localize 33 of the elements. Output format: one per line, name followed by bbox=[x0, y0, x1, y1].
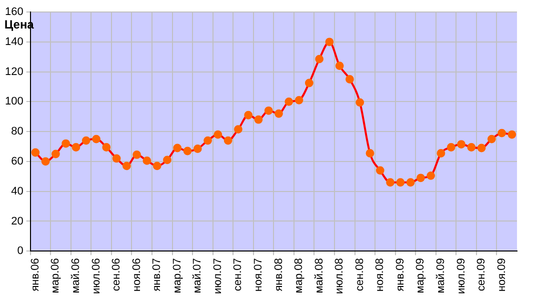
x-tick-label: ноя.06 bbox=[130, 258, 143, 292]
y-tick-label: 20 bbox=[11, 215, 24, 228]
x-tick-label: мар.07 bbox=[171, 258, 184, 294]
x-tick-label: сен.09 bbox=[476, 258, 488, 292]
x-tick-label: янв.07 bbox=[151, 258, 164, 292]
x-tick-label: янв.08 bbox=[272, 258, 285, 292]
y-tick-label: 100 bbox=[4, 96, 24, 108]
y-tick-label: 120 bbox=[4, 66, 24, 78]
x-tick-label: мар.09 bbox=[414, 258, 427, 294]
y-tick-label: 40 bbox=[11, 185, 24, 198]
x-tick-label: ноя.08 bbox=[374, 258, 386, 292]
x-tick-label: май.08 bbox=[313, 258, 326, 294]
x-tick-label: май.09 bbox=[434, 258, 447, 294]
x-tick-label: мар.06 bbox=[50, 258, 62, 294]
x-tick-label: сен.08 bbox=[354, 258, 366, 292]
x-tick-label: июл.09 bbox=[455, 258, 468, 294]
x-tick-label: сен.06 bbox=[110, 258, 123, 292]
x-tick-label: ноя.09 bbox=[496, 258, 508, 292]
x-tick-label: ноя.07 bbox=[252, 258, 264, 292]
y-tick-label: 60 bbox=[11, 155, 24, 168]
y-tick-label: 0 bbox=[17, 245, 24, 258]
x-tick-label: май.06 bbox=[70, 258, 82, 294]
y-tick-label: 140 bbox=[4, 36, 24, 48]
x-tick-label: май.07 bbox=[192, 258, 204, 294]
x-tick-label: июл.07 bbox=[212, 258, 224, 294]
y-tick-label: 80 bbox=[11, 126, 24, 138]
x-tick-label: сен.07 bbox=[232, 258, 244, 292]
x-tick-label: янв.09 bbox=[394, 258, 406, 292]
x-tick-label: мар.08 bbox=[293, 258, 306, 294]
y-tick-label: 160 bbox=[4, 6, 24, 18]
x-tick-label: янв.06 bbox=[29, 258, 42, 292]
x-tick-label: июл.06 bbox=[90, 258, 102, 294]
x-tick-label: июл.08 bbox=[334, 258, 346, 294]
